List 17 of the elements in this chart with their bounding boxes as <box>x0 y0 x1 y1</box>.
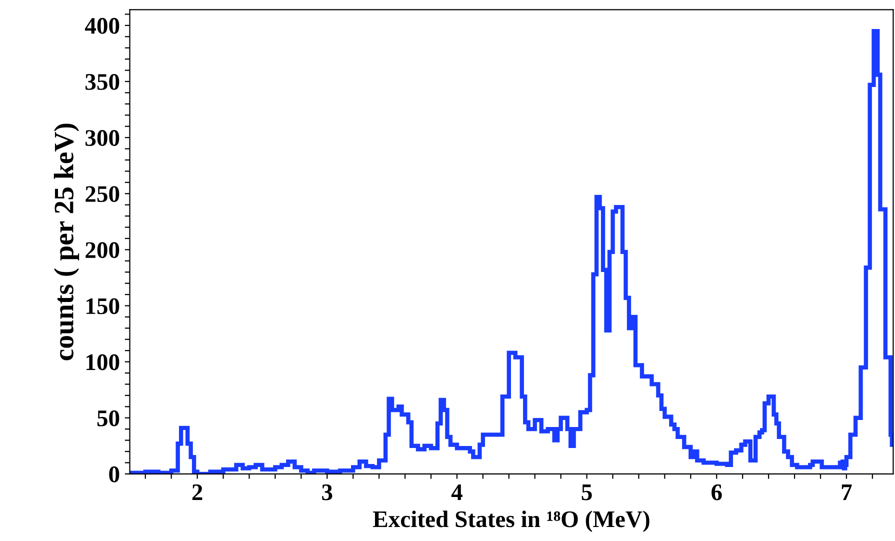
x-tick-label: 6 <box>712 484 722 500</box>
y-tick-label: 150 <box>86 298 120 314</box>
y-tick-label: 0 <box>109 466 120 482</box>
y-tick-label: 400 <box>84 18 120 34</box>
x-tick-label: 4 <box>451 484 462 500</box>
y-tick-label: 200 <box>86 242 120 258</box>
y-tick-label: 300 <box>86 130 120 146</box>
y-tick-label: 250 <box>86 186 120 202</box>
y-axis-title: counts ( per 25 keV) <box>54 124 80 360</box>
x-tick-label: 2 <box>192 484 202 500</box>
x-tick-label: 7 <box>842 484 852 500</box>
x-tick-label: 5 <box>582 484 592 500</box>
y-tick-label: 350 <box>86 74 120 90</box>
y-tick-label: 100 <box>86 354 120 370</box>
y-tick-label: 50 <box>97 410 120 426</box>
x-axis-title: Excited States in ¹⁸O (MeV) <box>373 510 650 532</box>
x-tick-label: 3 <box>322 484 332 500</box>
